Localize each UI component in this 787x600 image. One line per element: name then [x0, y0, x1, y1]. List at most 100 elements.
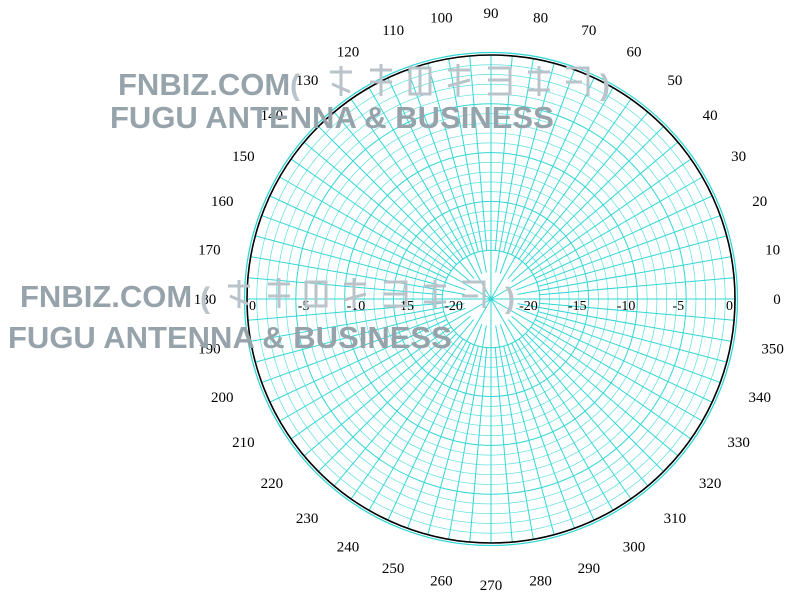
grid-spoke	[279, 298, 492, 422]
angle-tick-label: 100	[430, 10, 453, 26]
angle-tick-label: 260	[430, 574, 453, 590]
angle-tick-label: 220	[261, 476, 284, 492]
angle-tick-label: 70	[581, 23, 596, 39]
watermark-top-paren-open: (	[290, 69, 300, 102]
watermark-mid-logo-glyphs	[228, 278, 486, 308]
angle-tick-label: 200	[211, 390, 234, 406]
angle-tick-label: 250	[382, 561, 405, 577]
grid-spoke	[507, 319, 649, 487]
grid-spoke	[511, 141, 679, 283]
angle-tick-label: 60	[627, 44, 642, 60]
angle-tick-label: 240	[337, 540, 360, 556]
grid-spoke	[333, 111, 475, 279]
angle-tick-label: 0	[773, 292, 781, 308]
grid-spoke	[318, 333, 457, 472]
angle-tick-label: 350	[761, 342, 784, 358]
angle-tick-label: 80	[533, 10, 548, 26]
watermark-mid-paren-close: )	[505, 282, 515, 315]
watermark: FNBIZ.COM ( ) FUGU ANTENNA & BUSINESS FN…	[8, 64, 610, 355]
watermark-top-line2: FUGU ANTENNA & BUSINESS	[110, 100, 554, 135]
angle-tick-label: 20	[752, 194, 767, 210]
grid-spoke	[333, 319, 475, 487]
angle-tick-label: 130	[296, 73, 319, 89]
angle-tick-label: 210	[232, 435, 255, 451]
radial-tick-label-right: -10	[617, 299, 636, 314]
radial-tick-label-right: 0	[726, 299, 733, 314]
angle-tick-label: 110	[382, 23, 404, 39]
angle-tick-label: 330	[727, 435, 750, 451]
grid-spoke	[516, 215, 721, 291]
grid-spoke	[539, 277, 735, 296]
angle-tick-label: 170	[198, 242, 221, 258]
grid-spoke	[535, 195, 713, 279]
grid-spoke	[518, 98, 632, 260]
grid-spoke	[290, 158, 452, 272]
radial-labels: 0 -5 -10 -15 -20 -20 -15 -10 -5 0	[249, 299, 733, 314]
grid-spoke	[538, 235, 727, 287]
angle-tick-label: 180	[194, 292, 217, 308]
grid-spoke	[499, 324, 575, 529]
grid-spoke	[407, 69, 483, 274]
angle-tick-label: 280	[529, 574, 552, 590]
radial-tick-label-right: -5	[673, 299, 685, 314]
angle-tick-label: 120	[337, 44, 360, 60]
angle-tick-label: 140	[261, 108, 284, 124]
grid-spoke	[490, 298, 614, 511]
grid-spoke	[518, 338, 632, 500]
grid-spoke	[261, 307, 466, 383]
series-pattern	[246, 54, 736, 544]
grid-spoke	[407, 324, 483, 529]
angle-tick-label: 10	[765, 242, 780, 258]
grid-spoke	[538, 311, 727, 363]
grid-spoke	[511, 77, 595, 255]
grid-spoke	[448, 325, 487, 540]
angle-tick-label: 190	[198, 342, 221, 358]
grid-spoke	[511, 315, 679, 457]
watermark-mid-line1: FNBIZ.COM	[20, 279, 192, 314]
grid-spoke	[448, 58, 487, 273]
angle-tick-label: 300	[623, 540, 646, 556]
angle-tick-label: 90	[484, 6, 499, 22]
angle-tick-label: 230	[296, 511, 319, 527]
radial-tick-label-right: -15	[568, 299, 587, 314]
grid-spoke	[490, 298, 703, 422]
grid-spoke	[387, 343, 471, 521]
grid-spoke	[303, 141, 471, 283]
grid-spoke	[503, 63, 555, 252]
radial-tick-label-left: 0	[249, 299, 256, 314]
grid-spoke	[490, 176, 703, 300]
radial-tick-label-right: -20	[519, 299, 538, 314]
grid-spoke	[427, 63, 479, 252]
grid-spoke	[530, 326, 692, 440]
grid-spoke	[530, 158, 692, 272]
angle-tick-label: 160	[211, 194, 234, 210]
grid-spoke	[427, 346, 479, 535]
watermark-top-logo-glyphs	[330, 64, 590, 96]
grid-spoke	[368, 87, 492, 300]
grid-spoke	[511, 343, 595, 521]
polar-grid	[243, 51, 739, 547]
watermark-top-line1: FNBIZ.COM	[118, 67, 290, 102]
grid-spoke	[539, 302, 735, 321]
grid-spoke	[494, 347, 513, 543]
grid-spoke	[250, 303, 465, 342]
grid-spoke	[269, 319, 447, 403]
angle-tick-label: 320	[699, 476, 722, 492]
grid-spoke	[516, 307, 721, 383]
watermark-mid-paren-open: (	[200, 282, 210, 315]
grid-spoke	[350, 98, 464, 260]
angle-tick-label: 40	[703, 108, 718, 124]
radial-tick-label-left: -5	[298, 299, 310, 314]
grid-spoke	[495, 325, 534, 540]
angle-tick-label: 50	[667, 73, 682, 89]
outer-ring	[243, 51, 739, 547]
watermark-top-paren-close: )	[600, 69, 610, 102]
grid-spoke	[517, 256, 732, 295]
grid-spoke	[255, 311, 444, 363]
radial-tick-label-left: -10	[347, 299, 366, 314]
angle-tick-label: 340	[749, 390, 772, 406]
grid-spoke	[318, 126, 457, 265]
grid-spoke	[507, 111, 649, 279]
angle-labels: 0 10 20 30 40 50 60 70 80 90 100 110 120 130 140 150 160…	[194, 6, 784, 594]
